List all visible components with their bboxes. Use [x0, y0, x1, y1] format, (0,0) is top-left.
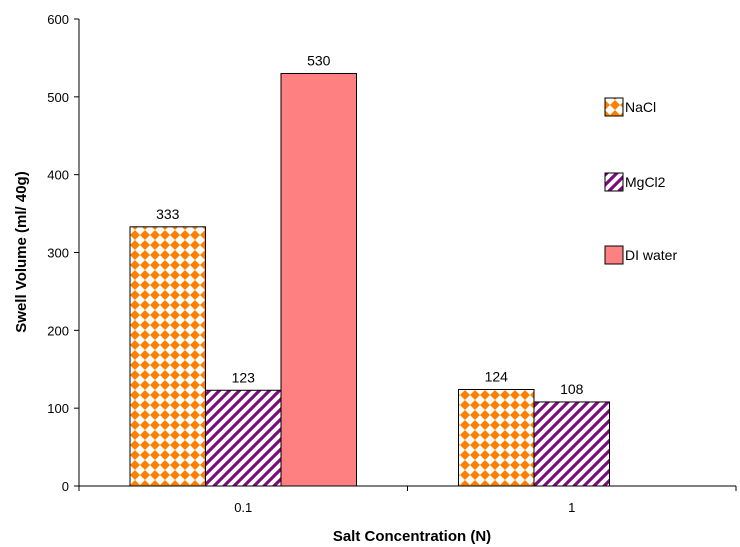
- y-tick-label: 400: [47, 168, 69, 183]
- bars: [129, 72, 610, 487]
- data-labels: 333 123 530 124 108: [156, 52, 584, 396]
- bar-mgcl2-1: [533, 401, 610, 487]
- legend-swatch-di-water: [604, 245, 624, 265]
- x-axis-title: Salt Concentration (N): [333, 528, 491, 545]
- y-tick-label: 300: [47, 246, 69, 261]
- x-tick-label: 0.1: [234, 500, 252, 515]
- y-tick-label: 600: [47, 12, 69, 27]
- legend-swatch-mgcl2: [604, 172, 624, 192]
- legend-label: MgCl2: [625, 174, 666, 190]
- y-tick-label: 0: [62, 479, 69, 494]
- bar-mgcl2-0.1: [205, 389, 282, 487]
- legend-label: NaCl: [625, 99, 656, 115]
- legend: NaCl MgCl2 DI water: [604, 97, 677, 265]
- data-label: 124: [485, 368, 509, 384]
- y-tick-label: 100: [47, 401, 69, 416]
- data-label: 108: [560, 381, 584, 397]
- x-tick-label: 1: [568, 500, 575, 515]
- y-axis: 0 100 200 300 400 500 600: [47, 12, 80, 494]
- legend-swatch-nacl: [604, 97, 624, 117]
- data-label: 530: [307, 52, 331, 68]
- bar-di-water-0.1: [280, 72, 357, 487]
- x-axis: 0.1 1: [78, 485, 737, 515]
- y-tick-label: 200: [47, 323, 69, 338]
- y-axis-title: Swell Volume (ml/ 40g): [13, 171, 30, 332]
- bar-nacl-1: [458, 388, 535, 487]
- legend-label: DI water: [625, 247, 677, 263]
- data-label: 333: [156, 206, 180, 222]
- y-tick-label: 500: [47, 90, 69, 105]
- data-label: 123: [232, 369, 256, 385]
- bar-nacl-0.1: [129, 226, 206, 487]
